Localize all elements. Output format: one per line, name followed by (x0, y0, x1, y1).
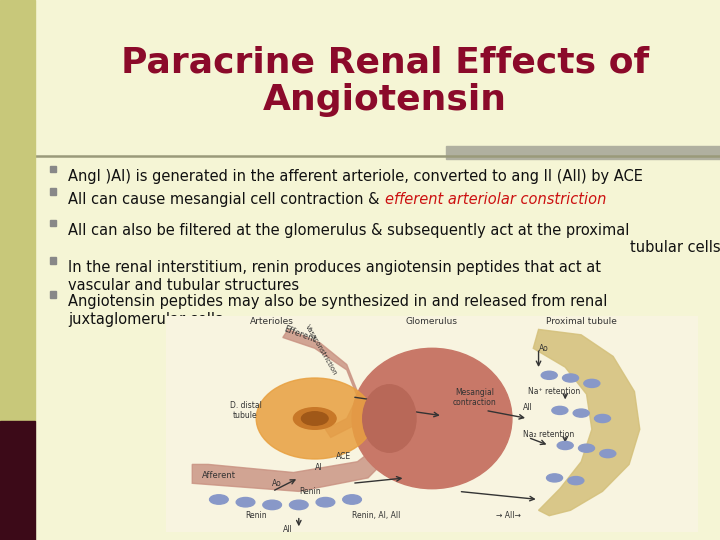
Bar (446, 146, 720, 159)
Ellipse shape (573, 409, 589, 417)
Ellipse shape (294, 408, 336, 429)
Ellipse shape (552, 406, 568, 415)
Text: efferent arteriolar constriction: efferent arteriolar constriction (384, 192, 606, 207)
Text: AII: AII (368, 409, 378, 418)
Text: AII: AII (283, 525, 292, 534)
Ellipse shape (263, 500, 282, 510)
Text: AII: AII (523, 403, 532, 413)
Text: Na₂ retention: Na₂ retention (523, 430, 574, 440)
Text: AII: AII (379, 387, 389, 396)
Ellipse shape (546, 474, 562, 482)
Ellipse shape (541, 372, 557, 379)
Text: Renin, AI, AII: Renin, AI, AII (352, 511, 400, 521)
Text: Glomerulus: Glomerulus (406, 317, 458, 326)
Ellipse shape (562, 374, 579, 382)
Ellipse shape (584, 379, 600, 388)
Ellipse shape (343, 495, 361, 504)
Text: AngI )AI) is generated in the afferent arteriole, converted to ang II (AII) by A: AngI )AI) is generated in the afferent a… (68, 169, 643, 184)
Text: Angiotensin peptides may also be synthesized in and released from renal
juxtaglo: Angiotensin peptides may also be synthes… (68, 294, 608, 327)
Text: Angiotensin: Angiotensin (264, 83, 507, 117)
Text: ACE: ACE (336, 452, 351, 461)
Ellipse shape (210, 495, 228, 504)
Text: Arterioles: Arterioles (251, 317, 294, 326)
Ellipse shape (289, 500, 308, 510)
Text: Ao: Ao (539, 344, 549, 353)
Text: Paracrine Renal Effects of: Paracrine Renal Effects of (121, 45, 649, 79)
Ellipse shape (236, 497, 255, 507)
Ellipse shape (352, 348, 512, 489)
Text: Mesangial
contraction: Mesangial contraction (453, 388, 497, 407)
Bar (50, 188, 56, 195)
Polygon shape (534, 329, 640, 516)
Text: Efferent: Efferent (283, 325, 318, 345)
Text: Vasoconstriction: Vasoconstriction (304, 323, 338, 376)
Ellipse shape (600, 449, 616, 457)
Bar (50, 291, 56, 298)
Text: Renin: Renin (246, 511, 267, 521)
Text: Na⁺ retention: Na⁺ retention (528, 387, 580, 396)
Text: In the renal interstitium, renin produces angiotensin peptides that act at
vascu: In the renal interstitium, renin produce… (68, 260, 601, 293)
Ellipse shape (557, 442, 573, 449)
Text: tubular cells to: tubular cells to (630, 223, 720, 255)
Ellipse shape (579, 444, 595, 452)
Ellipse shape (595, 415, 611, 422)
Bar (50, 257, 56, 264)
Ellipse shape (302, 411, 328, 426)
Text: Ao: Ao (272, 479, 282, 488)
Bar (0, 421, 35, 540)
Ellipse shape (316, 497, 335, 507)
Text: → AII→: → AII→ (496, 511, 521, 521)
Text: AII can also be filtered at the glomerulus & subsequently act at the proximal: AII can also be filtered at the glomerul… (68, 223, 630, 238)
Ellipse shape (363, 384, 416, 453)
Text: Afferent: Afferent (202, 471, 236, 480)
Polygon shape (283, 329, 368, 437)
Bar (50, 220, 56, 226)
Text: Renin: Renin (299, 487, 320, 496)
Ellipse shape (256, 378, 374, 459)
Text: AI: AI (315, 463, 323, 472)
Text: D. distal
tubule: D. distal tubule (230, 401, 261, 421)
Text: Proximal tubule: Proximal tubule (546, 317, 616, 326)
Text: AII can cause mesangial cell contraction &: AII can cause mesangial cell contraction… (68, 192, 384, 207)
Polygon shape (192, 446, 390, 491)
Bar (0, 0, 35, 421)
Bar (50, 166, 56, 172)
Ellipse shape (568, 476, 584, 485)
